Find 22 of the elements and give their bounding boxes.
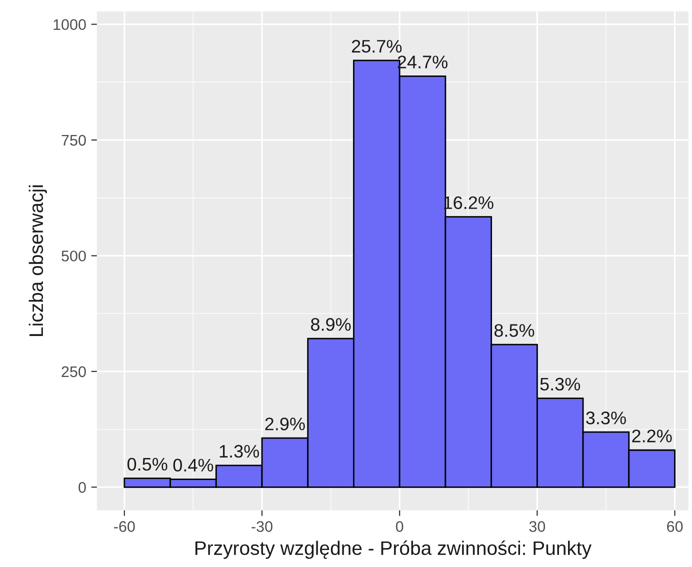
y-tick-label: 500 bbox=[62, 250, 86, 262]
x-axis-title: Przyrosty względne - Próba zwinności: Punkty bbox=[195, 540, 592, 559]
y-tick-label: 0 bbox=[78, 482, 86, 493]
x-tick-label: 0 bbox=[396, 521, 404, 532]
annotation: 0.4% bbox=[173, 458, 214, 472]
y-tick-label: 1000 bbox=[54, 19, 86, 30]
annotation: 3.3% bbox=[586, 412, 626, 424]
y-axis-title: Liczba obserwacji bbox=[28, 185, 47, 336]
x-tick-label: -30 bbox=[252, 521, 272, 532]
annotation: 8.5% bbox=[494, 324, 534, 337]
x-tick-label: 60 bbox=[667, 521, 683, 532]
annotation: 25.7% bbox=[352, 40, 402, 53]
annotation: 2.2% bbox=[632, 430, 672, 442]
annotation: 5.3% bbox=[540, 378, 580, 391]
y-tick-label: 750 bbox=[62, 134, 86, 146]
annotation: 2.9% bbox=[265, 418, 305, 430]
annotation: 1.3% bbox=[220, 444, 259, 458]
annotation: 0.5% bbox=[127, 458, 168, 471]
annotation: 8.9% bbox=[311, 318, 351, 331]
x-tick-label: -60 bbox=[114, 521, 135, 532]
y-tick-label: 250 bbox=[62, 366, 86, 378]
x-tick-label: 30 bbox=[529, 521, 546, 532]
